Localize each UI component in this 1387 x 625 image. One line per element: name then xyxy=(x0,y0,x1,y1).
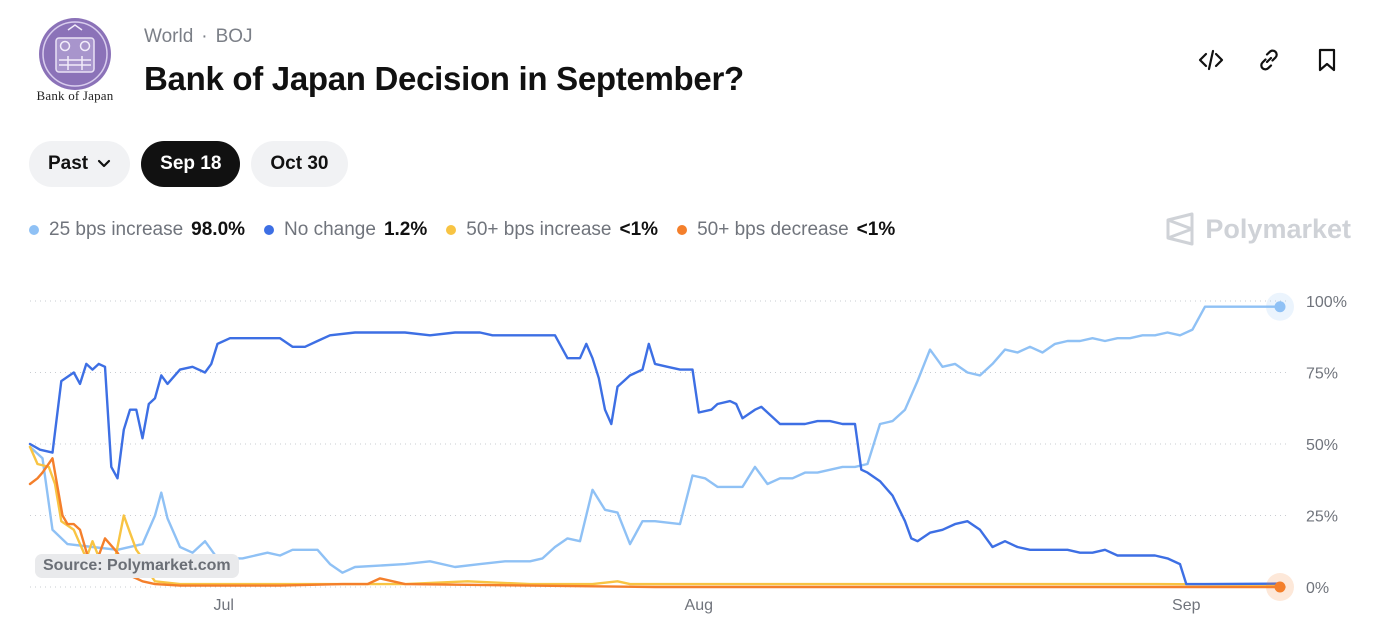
page-title: Bank of Japan Decision in September? xyxy=(144,60,744,97)
legend-value: 1.2% xyxy=(383,219,428,240)
x-tick-label: Aug xyxy=(685,597,713,614)
embed-icon xyxy=(1198,49,1224,71)
embed-button[interactable] xyxy=(1195,44,1227,76)
breadcrumb-separator: · xyxy=(201,26,208,47)
legend-item[interactable]: 50+ bps decrease <1% xyxy=(677,219,895,241)
x-tick-label: Sep xyxy=(1172,597,1201,614)
polymarket-brand: Polymarket xyxy=(1165,212,1351,246)
date-pill-sep-18[interactable]: Sep 18 xyxy=(141,141,241,187)
y-tick-label: 50% xyxy=(1306,437,1338,454)
breadcrumb-world[interactable]: World xyxy=(144,26,194,47)
copy-link-button[interactable] xyxy=(1253,44,1285,76)
y-tick-label: 0% xyxy=(1306,580,1329,597)
y-tick-label: 75% xyxy=(1306,366,1338,383)
y-axis: 100% 75% 50% 25% 0% xyxy=(1306,294,1347,597)
x-tick-label: Jul xyxy=(214,597,234,614)
brand-name: Polymarket xyxy=(1205,213,1351,244)
chart-series xyxy=(28,305,1282,589)
legend-name: No change xyxy=(284,219,376,240)
legend-item[interactable]: 50+ bps increase <1% xyxy=(446,219,658,241)
legend-item[interactable]: 25 bps increase 98.0% xyxy=(29,219,245,241)
series-line-1 xyxy=(28,331,1282,586)
series-line-3 xyxy=(28,457,1282,589)
source-label: Source: Polymarket.com xyxy=(35,554,239,578)
endpoint-dot xyxy=(1274,301,1286,313)
bookmark-button[interactable] xyxy=(1311,44,1343,76)
breadcrumb: World · BOJ xyxy=(144,26,253,48)
legend-name: 50+ bps increase xyxy=(466,219,612,240)
legend-name: 25 bps increase xyxy=(49,219,184,240)
legend-value: 98.0% xyxy=(191,219,246,240)
legend-value: <1% xyxy=(619,219,659,240)
link-icon xyxy=(1260,49,1278,71)
legend-name: 50+ bps decrease xyxy=(697,219,849,240)
series-line-0 xyxy=(28,305,1282,574)
bookmark-icon xyxy=(1318,48,1336,72)
chart-legend: 25 bps increase 98.0% No change 1.2% 50+… xyxy=(29,219,895,241)
polymarket-logo-icon xyxy=(1166,212,1194,246)
x-axis: Jul Aug Sep xyxy=(214,597,1201,614)
breadcrumb-boj[interactable]: BOJ xyxy=(215,26,253,47)
legend-value: <1% xyxy=(856,219,896,240)
y-tick-label: 25% xyxy=(1306,509,1338,526)
legend-swatch xyxy=(446,225,457,235)
legend-swatch xyxy=(264,225,275,235)
y-tick-label: 100% xyxy=(1306,294,1347,311)
past-dropdown[interactable]: Past xyxy=(29,141,131,187)
boj-logo-text: Bank of Japan xyxy=(36,88,114,103)
endpoint-dot xyxy=(1274,581,1286,593)
legend-swatch xyxy=(677,225,688,235)
chevron-down-icon xyxy=(97,159,111,169)
boj-logo xyxy=(28,16,122,108)
legend-swatch xyxy=(29,225,39,235)
date-filter: Past Sep 18 Oct 30 xyxy=(29,141,348,187)
past-label: Past xyxy=(48,153,89,174)
series-endpoints xyxy=(1266,292,1294,601)
legend-item[interactable]: No change 1.2% xyxy=(264,219,427,241)
date-pill-oct-30[interactable]: Oct 30 xyxy=(251,141,348,187)
header-actions xyxy=(1195,44,1343,76)
boj-seal-icon xyxy=(39,18,111,90)
